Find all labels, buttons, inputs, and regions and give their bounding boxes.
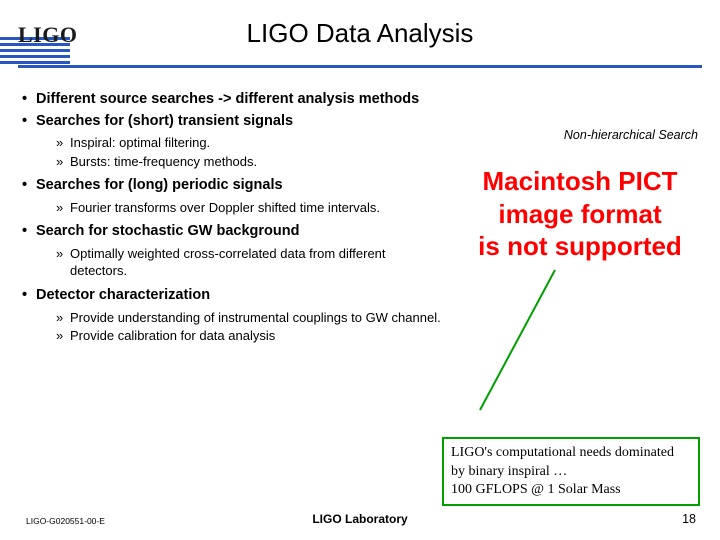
footer-center: LIGO Laboratory <box>312 512 407 526</box>
sub-list: Inspiral: optimal filtering. Bursts: tim… <box>22 134 442 170</box>
pict-error-text: Macintosh PICT image format is not suppo… <box>450 165 710 263</box>
ligo-logo: LIGO <box>0 10 120 65</box>
callout-box: LIGO's computational needs dominated by … <box>442 437 700 506</box>
pict-line: image format <box>450 198 710 231</box>
title-divider <box>18 65 702 68</box>
sub-item: Bursts: time-frequency methods. <box>56 153 442 171</box>
bullet-item: Detector characterization <box>22 286 442 306</box>
content-body: Different source searches -> different a… <box>22 90 442 351</box>
sub-item: Optimally weighted cross-correlated data… <box>56 245 442 280</box>
sub-list: Optimally weighted cross-correlated data… <box>22 245 442 280</box>
sub-list: Provide understanding of instrumental co… <box>22 309 442 345</box>
footer-doc-id: LIGO-G020551-00-E <box>26 516 105 526</box>
bullet-item: Different source searches -> different a… <box>22 90 442 110</box>
logo-text: LIGO <box>18 22 77 48</box>
slide-header: LIGO LIGO Data Analysis <box>0 0 720 70</box>
callout-line: 100 GFLOPS @ 1 Solar Mass <box>451 481 691 499</box>
annotation-label: Non-hierarchical Search <box>564 128 698 142</box>
callout-line: LIGO's computational needs dominated by … <box>451 444 691 480</box>
bullet-item: Searches for (long) periodic signals <box>22 176 442 196</box>
sub-item: Provide understanding of instrumental co… <box>56 309 442 327</box>
slide-title: LIGO Data Analysis <box>247 18 474 49</box>
footer-page-number: 18 <box>682 512 696 526</box>
connector-line <box>455 265 575 415</box>
sub-list: Fourier transforms over Doppler shifted … <box>22 199 442 217</box>
pict-line: is not supported <box>450 230 710 263</box>
sub-item: Inspiral: optimal filtering. <box>56 134 442 152</box>
pict-line: Macintosh PICT <box>450 165 710 198</box>
bullet-item: Searches for (short) transient signals <box>22 112 442 132</box>
sub-item: Provide calibration for data analysis <box>56 327 442 345</box>
bullet-item: Search for stochastic GW background <box>22 222 442 242</box>
sub-item: Fourier transforms over Doppler shifted … <box>56 199 442 217</box>
